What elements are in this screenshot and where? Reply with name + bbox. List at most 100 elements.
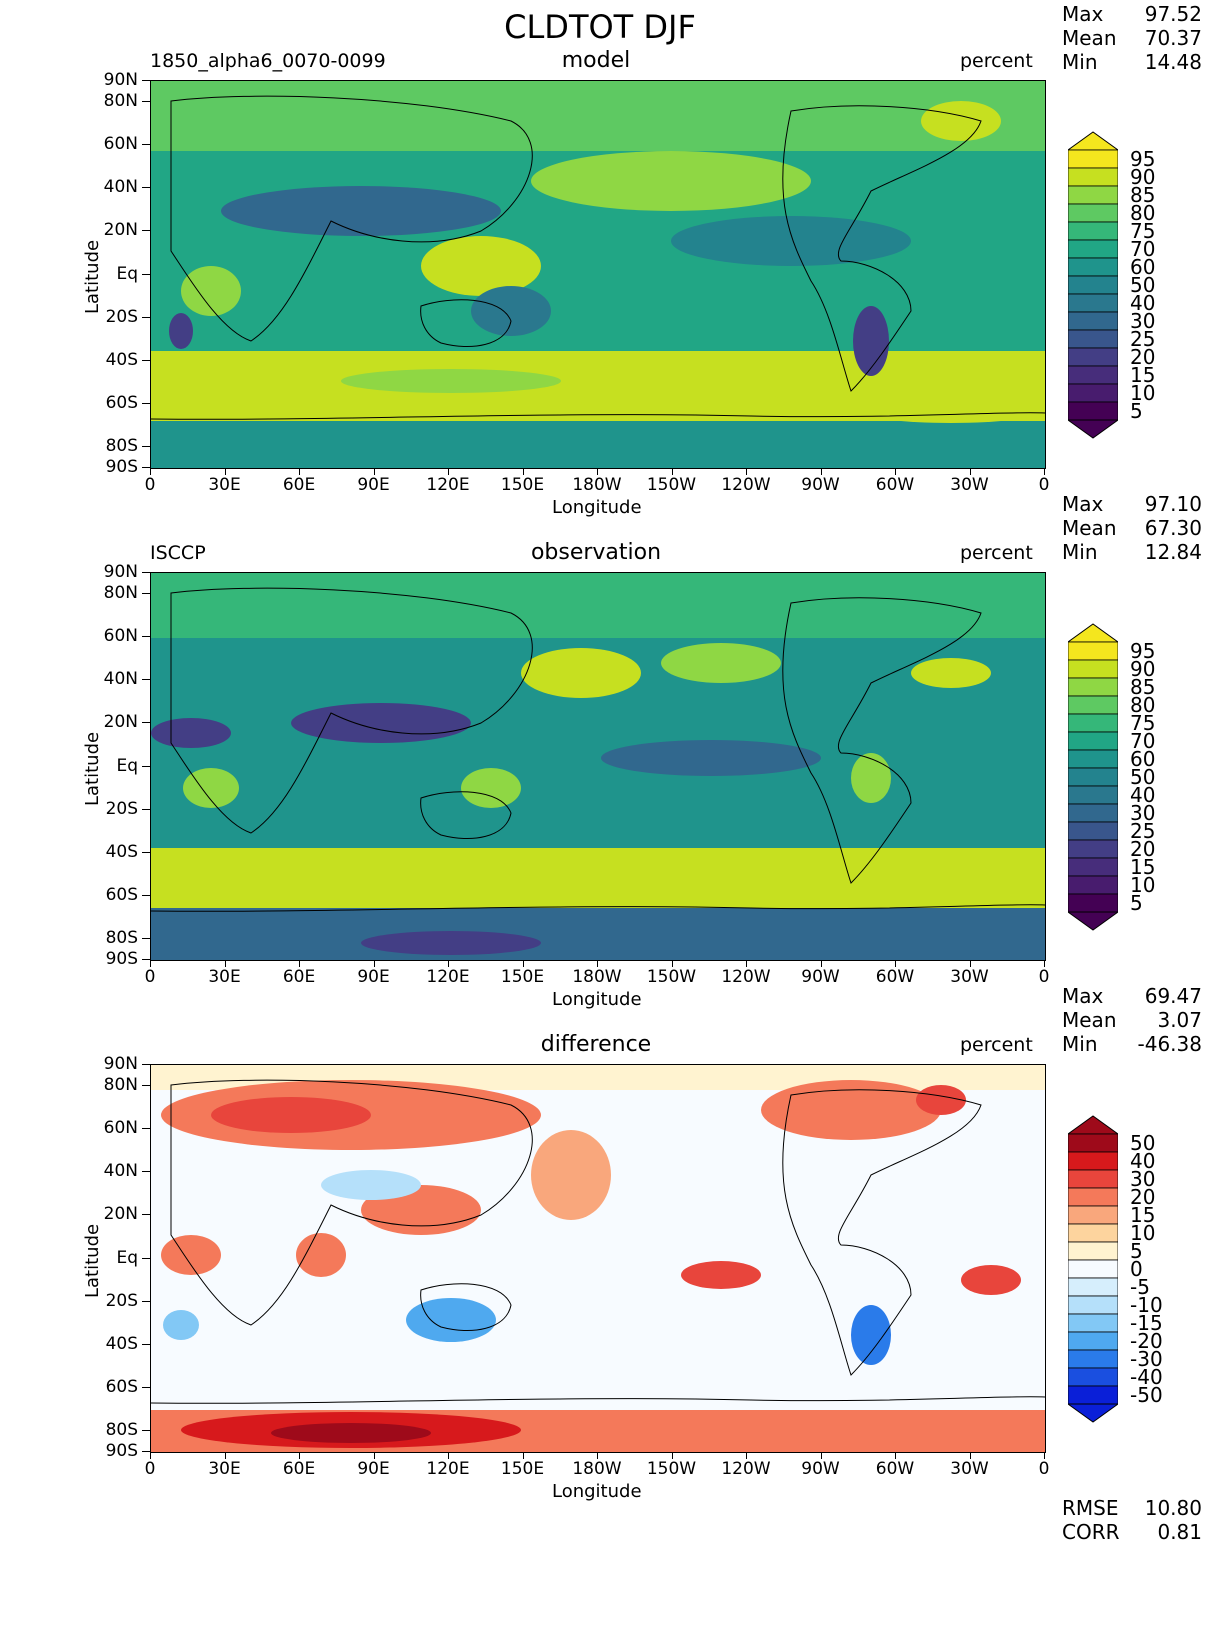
lon-tick-mark bbox=[820, 1452, 822, 1459]
colorbar-segment bbox=[1068, 185, 1118, 205]
lon-tick-label: 0 bbox=[1038, 1459, 1050, 1479]
colorbar-segment bbox=[1068, 221, 1118, 241]
colorbar-tick-label: 25 bbox=[1130, 819, 1156, 843]
lon-tick-mark bbox=[597, 1452, 598, 1459]
colorbar-segment bbox=[1068, 311, 1118, 331]
colorbar-segment bbox=[1068, 677, 1118, 697]
colorbar-tick-label: 90 bbox=[1130, 165, 1156, 189]
lon-tick-mark bbox=[448, 1452, 449, 1459]
lon-tick-label: 120W bbox=[721, 967, 771, 987]
colorbar-segment bbox=[1068, 749, 1118, 769]
lon-tick-mark bbox=[299, 468, 300, 475]
lat-tick-mark bbox=[142, 1301, 150, 1303]
lat-tick-label: 40N bbox=[103, 176, 138, 197]
colorbar-tick-label: 50 bbox=[1130, 1131, 1156, 1155]
lon-tick-label: 30W bbox=[950, 475, 989, 495]
lat-tick-label: 20S bbox=[105, 1291, 138, 1312]
lon-tick-mark bbox=[373, 468, 375, 475]
lat-tick-mark bbox=[142, 938, 150, 940]
colorbar-tick-label: 30 bbox=[1130, 1167, 1156, 1191]
colorbar-top-arrow bbox=[1068, 1115, 1118, 1135]
lat-tick-label: 90N bbox=[103, 70, 138, 90]
colorbar-segment bbox=[1068, 293, 1118, 313]
colorbar-tick-label: 90 bbox=[1130, 657, 1156, 681]
colorbar-segment bbox=[1068, 839, 1118, 859]
colorbar-segment bbox=[1068, 821, 1118, 841]
lat-tick-mark bbox=[142, 80, 150, 81]
colorbar-segment bbox=[1068, 1349, 1118, 1369]
lon-tick-mark bbox=[1044, 1452, 1045, 1459]
lat-tick-mark bbox=[142, 186, 150, 188]
colorbar-tick-label: 15 bbox=[1130, 363, 1156, 387]
lat-tick-mark bbox=[142, 403, 150, 405]
lon-tick-label: 30W bbox=[950, 1459, 989, 1479]
lat-tick-label: 80S bbox=[105, 928, 138, 949]
lon-tick-label: 180W bbox=[572, 967, 622, 987]
lat-tick-label: 80S bbox=[105, 436, 138, 457]
difference-units-label: percent bbox=[960, 1034, 1033, 1056]
colorbar-segment bbox=[1068, 803, 1118, 823]
lon-tick-label: 150W bbox=[646, 967, 697, 987]
lat-tick-mark bbox=[142, 1064, 150, 1065]
lon-tick-label: 150E bbox=[500, 967, 545, 987]
observation-case-label: ISCCP bbox=[150, 542, 206, 564]
lon-tick-label: 30E bbox=[208, 967, 241, 987]
colorbar bbox=[1068, 131, 1118, 439]
colorbar-tick-label: -10 bbox=[1130, 1293, 1163, 1317]
lat-tick-mark bbox=[142, 592, 150, 594]
colorbar-top-arrow bbox=[1068, 623, 1118, 643]
lat-tick-mark bbox=[142, 273, 150, 275]
colorbar-segment bbox=[1068, 1385, 1118, 1405]
lat-tick-label: 20S bbox=[105, 799, 138, 820]
lon-tick-label: 180W bbox=[572, 475, 622, 495]
lon-tick-label: 180W bbox=[572, 1459, 622, 1479]
lat-tick-label: 80N bbox=[103, 90, 138, 111]
lat-tick-mark bbox=[142, 721, 150, 723]
colorbar-tick-label: 60 bbox=[1130, 747, 1156, 771]
difference-stats: Max 69.47 Mean 3.07 Min -46.38 bbox=[1062, 984, 1202, 1056]
lat-tick-mark bbox=[142, 1387, 150, 1389]
colorbar-segment bbox=[1068, 1151, 1118, 1171]
colorbar-segment bbox=[1068, 257, 1118, 277]
lon-tick-mark bbox=[597, 468, 598, 475]
lat-tick-label: 20N bbox=[103, 711, 138, 732]
lon-tick-mark bbox=[895, 468, 896, 475]
lat-tick-mark bbox=[142, 1344, 150, 1346]
lon-tick-label: 120W bbox=[721, 1459, 771, 1479]
lat-tick-label: 90N bbox=[103, 562, 138, 582]
lon-tick-mark bbox=[150, 468, 151, 475]
colorbar-bottom-arrow bbox=[1068, 911, 1118, 931]
lat-tick-mark bbox=[142, 1430, 150, 1432]
colorbar-top-arrow bbox=[1068, 131, 1118, 151]
lat-tick-mark bbox=[142, 100, 150, 102]
lat-tick-label: 60N bbox=[103, 625, 138, 646]
lat-tick-mark bbox=[142, 852, 150, 854]
lon-tick-mark bbox=[820, 960, 822, 967]
colorbar-segment bbox=[1068, 1295, 1118, 1315]
colorbar-tick-label: 10 bbox=[1130, 873, 1156, 897]
difference-panel-title: difference bbox=[540, 1032, 652, 1057]
lon-tick-mark bbox=[150, 1452, 151, 1459]
y-axis-title: Latitude bbox=[82, 731, 103, 806]
lat-tick-label: 40S bbox=[105, 350, 138, 371]
lon-tick-label: 120E bbox=[426, 1459, 470, 1479]
colorbar-segment bbox=[1068, 1223, 1118, 1243]
lon-tick-mark bbox=[373, 1452, 375, 1459]
model-stats: Max 97.52 Mean 70.37 Min 14.48 bbox=[1062, 2, 1202, 74]
colorbar-segment bbox=[1068, 875, 1118, 895]
colorbar-segment bbox=[1068, 1259, 1118, 1279]
observation-map bbox=[150, 572, 1046, 961]
lat-tick-label: 20N bbox=[103, 1203, 138, 1224]
lon-tick-label: 60E bbox=[282, 1459, 316, 1479]
lon-tick-label: 0 bbox=[1038, 475, 1050, 495]
lon-tick-label: 120E bbox=[426, 475, 470, 495]
colorbar-tick-label: 75 bbox=[1130, 219, 1156, 243]
lon-tick-label: 90E bbox=[357, 1459, 390, 1479]
lon-tick-mark bbox=[820, 468, 822, 475]
colorbar-tick-label: 50 bbox=[1130, 273, 1156, 297]
lon-tick-mark bbox=[969, 960, 971, 967]
lat-tick-label: 40S bbox=[105, 842, 138, 863]
lon-tick-label: 60W bbox=[875, 1459, 915, 1479]
colorbar-tick-label: -15 bbox=[1130, 1311, 1163, 1335]
lat-tick-label: 20S bbox=[105, 307, 138, 328]
